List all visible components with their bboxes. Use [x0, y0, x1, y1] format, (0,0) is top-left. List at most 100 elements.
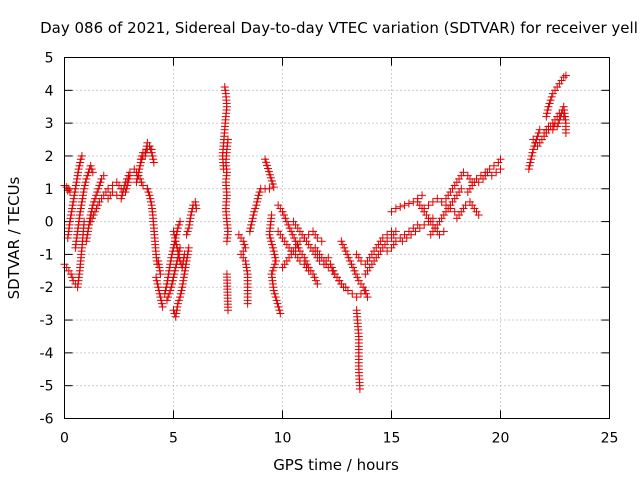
data-point: [179, 253, 188, 262]
data-point: [92, 204, 101, 213]
data-point: [360, 286, 369, 295]
x-tick-label: 5: [169, 431, 178, 447]
data-point: [79, 191, 88, 200]
data-point: [542, 112, 551, 121]
data-point: [311, 276, 320, 285]
data-point: [543, 109, 552, 118]
data-point: [75, 211, 84, 220]
data-point: [104, 184, 113, 193]
data-point: [241, 256, 250, 265]
data-point: [87, 165, 96, 174]
data-point: [544, 102, 553, 111]
data-point: [191, 197, 200, 206]
data-point: [73, 174, 82, 183]
data-point: [268, 243, 277, 252]
data-point: [243, 299, 252, 308]
data-point: [487, 171, 496, 180]
data-point: [153, 279, 162, 288]
data-point: [76, 158, 85, 167]
data-point: [154, 260, 163, 269]
data-point: [75, 161, 84, 170]
data-point: [350, 266, 359, 275]
data-point: [178, 260, 187, 269]
y-tick-label: 5: [45, 51, 54, 67]
data-point: [156, 270, 165, 279]
data-point: [222, 237, 231, 246]
data-point: [247, 220, 256, 229]
y-tick-labels: 5 4 3 2 1 0 -1 -2 -3 -4 -5 -6: [40, 51, 54, 428]
y-tick-label: -3: [40, 313, 54, 329]
data-point: [178, 279, 187, 288]
data-point: [267, 237, 276, 246]
data-point: [243, 266, 252, 275]
data-point: [88, 168, 97, 177]
data-point: [242, 263, 251, 272]
data-point: [474, 178, 483, 187]
data-point: [144, 188, 153, 197]
data-point: [313, 234, 322, 242]
data-point: [269, 263, 278, 272]
data-point: [148, 151, 157, 160]
data-point: [167, 283, 176, 292]
data-point: [261, 155, 270, 164]
data-point: [118, 188, 127, 197]
y-tick-label: -4: [40, 346, 54, 362]
data-point: [66, 214, 75, 223]
data-point: [143, 184, 152, 193]
data-point: [135, 165, 144, 174]
data-point: [170, 234, 179, 242]
data-point: [327, 263, 336, 272]
data-point: [69, 194, 78, 203]
data-point: [435, 230, 444, 239]
data-point: [529, 145, 538, 154]
data-point: [136, 161, 145, 170]
data-point: [77, 197, 86, 206]
data-point: [268, 240, 277, 249]
data-point: [176, 217, 185, 226]
data-point: [527, 155, 536, 164]
data-point: [71, 184, 80, 193]
data-point: [68, 273, 77, 282]
data-point: [474, 211, 483, 220]
data-point: [73, 171, 82, 180]
data-point: [273, 299, 282, 308]
data-point: [85, 220, 94, 229]
data-point: [173, 247, 182, 256]
data-point: [68, 201, 77, 210]
plot-frame: [64, 57, 610, 419]
data-point: [224, 306, 232, 315]
data-point: [269, 286, 278, 295]
data-point: [247, 217, 256, 226]
data-point: [221, 86, 230, 95]
data-point: [459, 168, 468, 177]
data-point: [496, 155, 505, 164]
data-point: [341, 247, 350, 256]
data-point: [326, 260, 335, 269]
data-point: [265, 230, 274, 239]
data-point: [179, 276, 188, 285]
data-point: [72, 178, 81, 187]
data-point: [400, 201, 409, 210]
data-point: [164, 293, 173, 302]
data-point: [433, 194, 442, 203]
data-point: [437, 197, 446, 206]
data-point: [274, 302, 283, 311]
data-point: [313, 279, 322, 288]
x-tick-label: 20: [492, 431, 510, 447]
y-tick-label: 3: [45, 116, 54, 132]
data-point: [492, 168, 501, 177]
data-point: [398, 237, 407, 246]
data-point: [352, 293, 361, 302]
data-point: [145, 191, 154, 200]
x-tick-label: 10: [274, 431, 292, 447]
x-tick-labels: 0 5 10 15 20 25: [60, 431, 618, 447]
data-point: [524, 165, 533, 174]
data-point: [337, 237, 346, 246]
data-point: [266, 234, 275, 242]
data-point: [76, 207, 85, 216]
data-point: [248, 214, 257, 223]
data-point: [250, 207, 259, 216]
data-point: [185, 220, 194, 229]
data-point: [68, 204, 77, 213]
data-point: [166, 286, 175, 295]
